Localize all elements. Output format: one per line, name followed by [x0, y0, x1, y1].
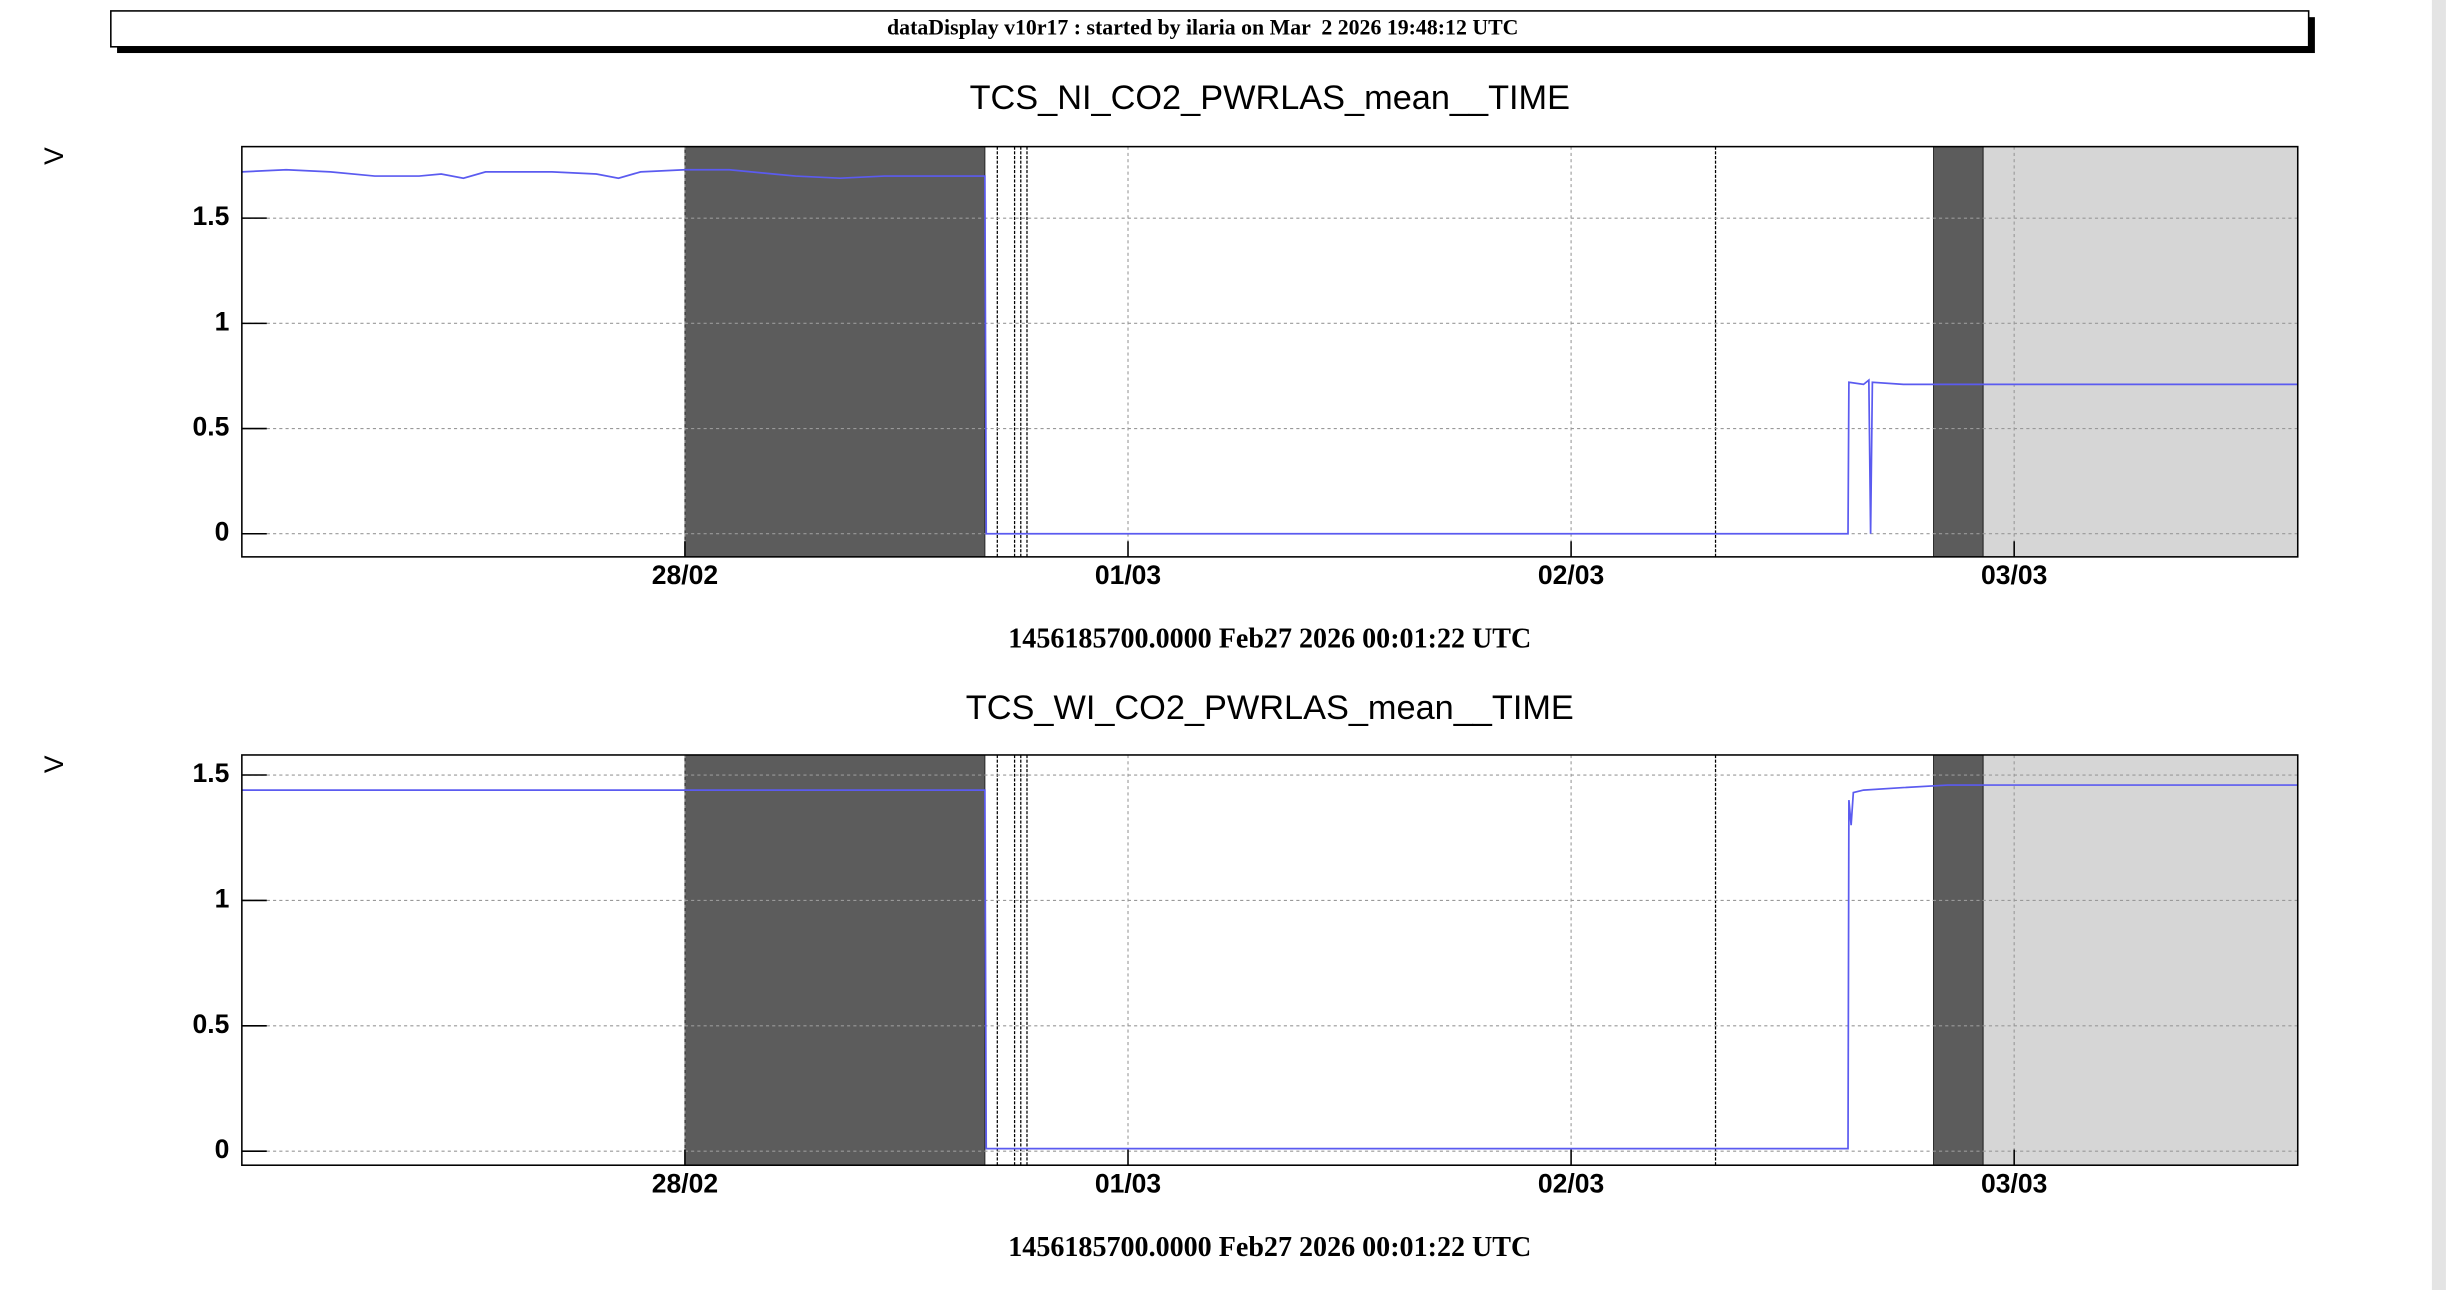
x-tick-label: 28/02 — [652, 560, 718, 590]
x-tick-label: 28/02 — [652, 1168, 718, 1198]
header-title: dataDisplay v10r17 : started by ilaria o… — [887, 16, 1518, 40]
y-tick-label: 1.5 — [193, 201, 230, 231]
chart-title: TCS_WI_CO2_PWRLAS_mean__TIME — [966, 689, 1574, 727]
window-edge — [2431, 0, 2446, 1290]
y-tick-label: 1 — [215, 306, 230, 336]
shaded-band — [1933, 754, 1984, 1166]
data-line — [241, 168, 2298, 535]
y-tick-label: 0 — [215, 517, 230, 547]
shaded-band — [684, 754, 986, 1166]
y-tick-label: 0.5 — [193, 412, 230, 442]
x-axis-title: 1456185700.0000 Feb27 2026 00:01:22 UTC — [1008, 624, 1531, 655]
y-tick-label: 0 — [215, 1134, 230, 1164]
plot-frame — [241, 754, 2299, 1166]
x-tick-label: 02/03 — [1538, 1168, 1604, 1198]
x-tick-label: 02/03 — [1538, 560, 1604, 590]
shaded-band — [1982, 146, 2299, 558]
chart-title: TCS_NI_CO2_PWRLAS_mean__TIME — [970, 79, 1570, 117]
x-axis-title: 1456185700.0000 Feb27 2026 00:01:22 UTC — [1008, 1232, 1531, 1263]
shaded-band — [1982, 754, 2299, 1166]
header-box — [110, 10, 2310, 48]
data-line — [241, 784, 2298, 1150]
shaded-band — [684, 146, 986, 558]
y-axis-label: V — [39, 755, 69, 773]
y-axis-label: V — [39, 147, 69, 165]
x-tick-label: 01/03 — [1095, 1168, 1161, 1198]
x-tick-label: 03/03 — [1981, 560, 2047, 590]
x-tick-label: 01/03 — [1095, 560, 1161, 590]
x-tick-label: 03/03 — [1981, 1168, 2047, 1198]
y-tick-label: 1.5 — [193, 758, 230, 788]
y-tick-label: 1 — [215, 883, 230, 913]
y-tick-label: 0.5 — [193, 1009, 230, 1039]
shaded-band — [1933, 146, 1984, 558]
plot-frame — [241, 145, 2299, 558]
